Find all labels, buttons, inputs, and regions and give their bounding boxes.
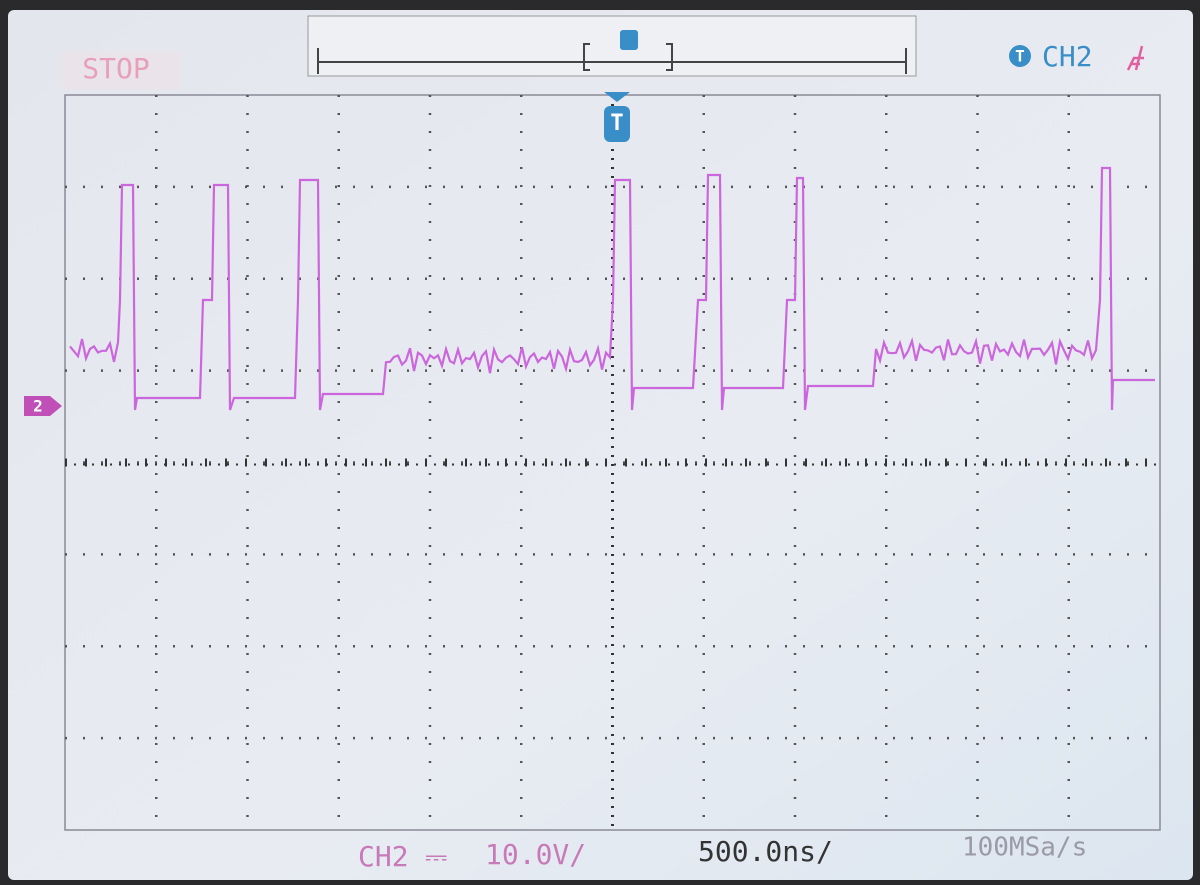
status-box [62, 52, 180, 90]
footer-timebase: 500.0ns/ [698, 835, 833, 868]
trigger-source: CH2 [1042, 40, 1093, 73]
footer-channel: CH2 [358, 840, 409, 873]
trigger-info: T CH2 [1009, 40, 1144, 73]
memory-trigger-icon [620, 30, 638, 50]
trigger-icon: T [1015, 47, 1025, 66]
channel-marker: 2 [24, 396, 62, 416]
channel-marker-label: 2 [33, 397, 43, 416]
footer-scale: 10.0V/ [485, 838, 586, 871]
screen-background [8, 10, 1193, 880]
waveform [69, 166, 1155, 411]
footer-sample-rate: 100MSa/s [962, 833, 1087, 863]
trigger-edge [1126, 45, 1144, 71]
memory-bar [307, 15, 917, 77]
trigger-marker-label: T [610, 111, 623, 136]
status: STOP [82, 52, 149, 85]
footer-coupling: ⎓ [425, 840, 447, 873]
footer: CH2 ⎓ 10.0V/ 500.0ns/ 100MSa/s [358, 833, 1087, 874]
trigger-marker: T [604, 92, 630, 142]
